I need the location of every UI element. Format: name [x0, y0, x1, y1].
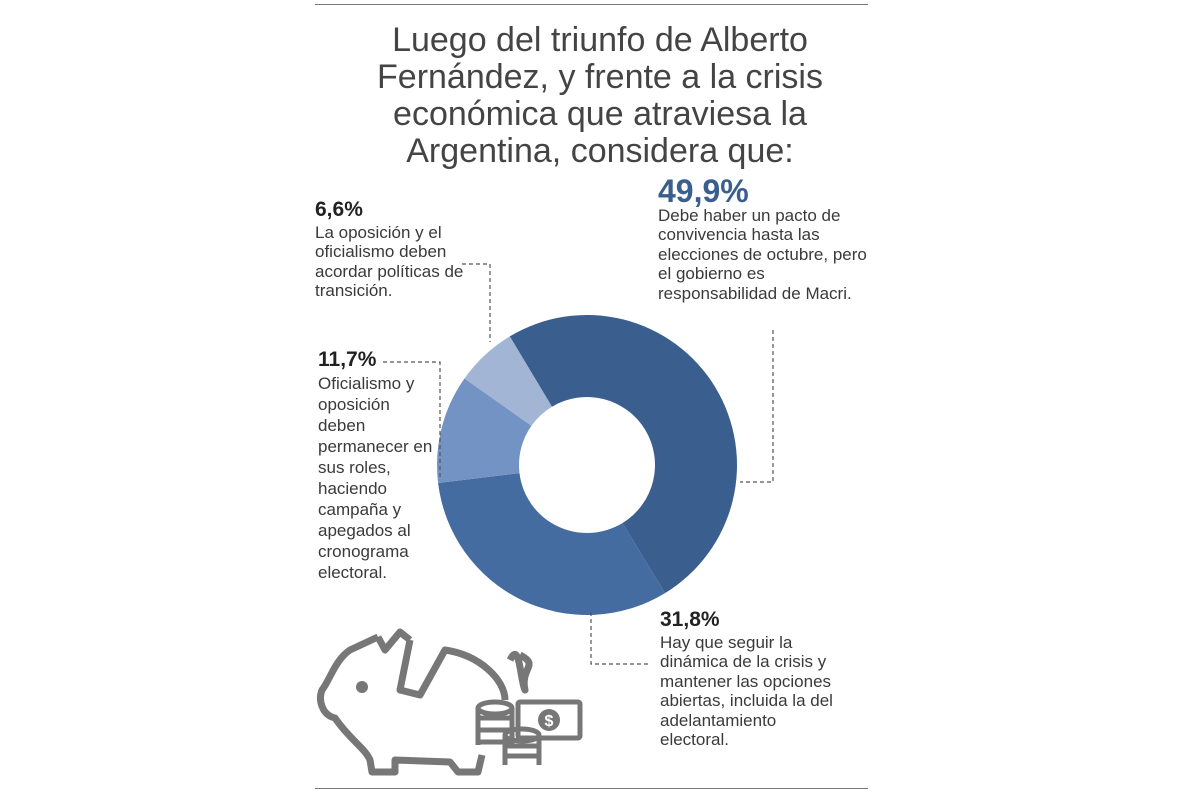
svg-text:$: $ [545, 713, 554, 730]
text-6-6: La oposición y el oficialismo deben acor… [315, 222, 464, 301]
piggy-bank-icon: $ [317, 628, 583, 776]
pct-11-7: 11,7% [318, 348, 377, 371]
bottom-rule [315, 788, 868, 789]
donut-slice-1 [438, 473, 666, 615]
label-31-8: 31,8% Hay que seguir la dinámica de la c… [660, 608, 845, 750]
label-6-6: 6,6% La oposición y el oficialismo deben… [315, 198, 480, 301]
leader-line-6-6 [462, 263, 491, 342]
donut-slice-2 [437, 378, 532, 483]
top-rule [315, 4, 868, 5]
pct-49-9: 49,9% [658, 173, 749, 209]
chart-title: Luego del triunfo de Alberto Fernández, … [377, 21, 823, 170]
leader-line-11-7 [383, 361, 441, 480]
leader-line-31-8 [590, 612, 650, 665]
text-31-8: Hay que seguir la dinámica de la crisis … [660, 632, 833, 750]
donut-slice-0 [509, 315, 737, 594]
donut-slice-3 [464, 336, 552, 426]
label-49-9: 49,9% Debe haber un pacto de convivencia… [658, 173, 873, 303]
text-11-7: Oficialismo y oposición deben permanecer… [318, 373, 433, 582]
pct-31-8: 31,8% [660, 608, 720, 631]
leader-line-49-9 [740, 330, 774, 483]
label-11-7: 11,7% Oficialismo y oposición deben perm… [318, 348, 436, 583]
text-49-9: Debe haber un pacto de convivencia hasta… [658, 205, 867, 303]
pct-6-6: 6,6% [315, 198, 363, 221]
